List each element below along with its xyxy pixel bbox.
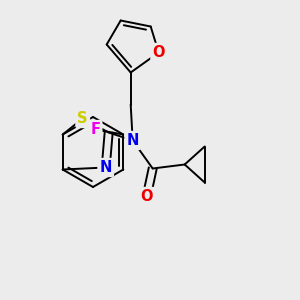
Text: O: O bbox=[140, 189, 153, 204]
Text: N: N bbox=[100, 160, 112, 175]
Text: S: S bbox=[77, 111, 88, 126]
Text: F: F bbox=[90, 122, 100, 137]
Text: N: N bbox=[127, 133, 139, 148]
Text: O: O bbox=[152, 45, 165, 60]
